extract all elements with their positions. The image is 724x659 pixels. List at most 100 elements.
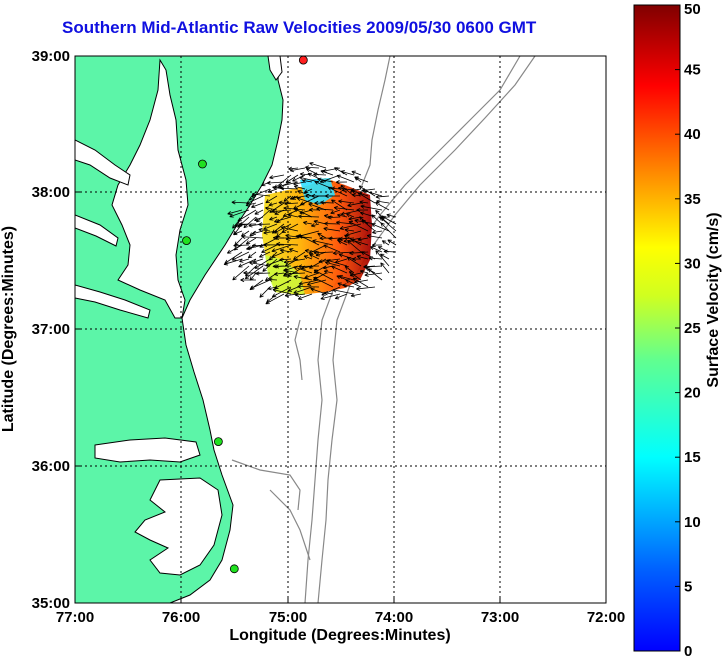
velocity-vector-22: [302, 178, 313, 183]
velocity-vector-121: [258, 222, 271, 227]
velocity-vector-149: [348, 221, 369, 232]
velocity-vector-268: [240, 277, 257, 283]
velocity-vector-54: [327, 186, 348, 197]
james-river: [75, 284, 151, 319]
velocity-vector-178: [261, 244, 278, 253]
velocity-vector-14: [334, 167, 348, 176]
velocity-vector-75: [357, 192, 376, 204]
velocity-vector-131: [339, 223, 362, 231]
velocity-vector-299: [294, 292, 306, 297]
velocity-vector-207: [370, 246, 383, 253]
velocity-vector-292: [345, 279, 362, 288]
velocity-vector-63: [251, 202, 264, 209]
velocity-vector-101: [254, 216, 264, 222]
colorbar: [633, 4, 681, 652]
velocity-vector-294: [356, 286, 376, 291]
velocity-vector-129: [324, 221, 341, 226]
velocity-vector-244: [326, 259, 348, 267]
velocity-vector-179: [263, 242, 285, 247]
colorbar-tick-label-2: 10: [684, 514, 701, 531]
velocity-vector-127: [311, 223, 320, 228]
velocity-vector-44: [251, 192, 271, 197]
velocity-vector-5: [269, 174, 285, 180]
velocity-vector-261: [331, 265, 348, 274]
velocity-vector-153: [379, 216, 397, 232]
lat-tick-0: 39:00: [32, 48, 70, 65]
velocity-vector-193: [247, 251, 257, 259]
velocity-vector-137: [233, 230, 243, 236]
velocity-vector-146: [323, 226, 341, 232]
velocity-vector-156: [245, 237, 257, 245]
velocity-vector-211: [239, 258, 250, 263]
velocity-vector-296: [265, 293, 285, 305]
velocity-vector-91: [330, 209, 341, 215]
colorbar-tick-label-3: 15: [684, 449, 701, 466]
velocity-vector-114: [375, 209, 383, 218]
velocity-vector-72: [338, 199, 355, 204]
velocity-vector-250: [243, 270, 264, 275]
velocity-vector-182: [299, 234, 320, 246]
velocity-vector-128: [313, 219, 327, 225]
velocity-vector-15: [340, 170, 355, 176]
velocity-vector-29: [354, 176, 369, 183]
velocity-vector-278: [338, 274, 355, 281]
velocity-vector-126: [302, 220, 313, 226]
lon-tick-0: 77:00: [56, 609, 94, 626]
velocity-vector-77: [227, 209, 243, 216]
velocity-vector-18: [266, 180, 285, 185]
velocity-vector-204: [332, 250, 355, 256]
velocity-vector-192: [231, 251, 250, 261]
velocity-vector-73: [347, 202, 362, 208]
velocity-vector-185: [337, 240, 348, 246]
velocity-vector-188: [371, 242, 383, 248]
velocity-vector-172: [380, 222, 397, 239]
velocity-vector-302: [323, 291, 334, 296]
radar-stations: [182, 55, 308, 574]
velocity-vector-281: [365, 266, 383, 281]
x-axis-label: Longitude (Degrees:Minutes): [229, 627, 450, 644]
lat-tick-1: 38:00: [32, 184, 70, 201]
velocity-vector-84: [271, 209, 292, 214]
velocity-vector-80: [254, 209, 264, 215]
velocity-vector-152: [371, 223, 390, 232]
velocity-vector-199: [293, 251, 306, 260]
velocity-vector-240: [298, 264, 320, 269]
velocity-vector-108: [324, 214, 334, 219]
velocity-vector-1: [289, 167, 306, 173]
velocity-vector-69: [296, 196, 313, 204]
radar-station-2: [182, 236, 191, 246]
velocity-vector-11: [313, 172, 327, 177]
velocity-vector-196: [271, 251, 285, 258]
pamlico-sound: [134, 477, 223, 576]
velocity-vector-257: [293, 265, 313, 274]
velocity-vector-55: [340, 184, 355, 197]
velocity-vector-151: [372, 229, 383, 235]
velocity-vector-212: [238, 258, 257, 268]
velocity-vector-170: [357, 237, 369, 242]
velocity-vector-227: [356, 254, 369, 260]
velocity-vector-194: [259, 251, 271, 258]
velocity-vector-150: [361, 219, 376, 232]
colorbar-tick-label-0: 0: [684, 643, 692, 659]
velocity-vector-96: [360, 204, 383, 211]
velocity-vector-242: [322, 265, 334, 270]
velocity-vector-102: [269, 216, 278, 221]
velocity-vector-233: [244, 265, 264, 280]
velocity-vector-64: [268, 202, 278, 207]
velocity-vector-213: [252, 258, 264, 264]
velocity-vector-197: [279, 248, 292, 253]
velocity-vector-303: [320, 293, 341, 301]
lon-tick-2: 75:00: [269, 609, 307, 626]
velocity-vector-70: [314, 201, 327, 206]
velocity-vector-226: [352, 256, 362, 262]
axis-ticks: [75, 191, 501, 603]
velocity-vector-171: [366, 234, 383, 239]
velocity-vector-88: [309, 207, 320, 212]
velocity-vector-291: [342, 283, 355, 288]
velocity-vector-203: [323, 244, 341, 253]
velocity-vector-60: [375, 194, 390, 199]
velocity-vector-93: [333, 205, 355, 211]
map-title: Southern Mid-Atlantic Raw Velocities 200…: [62, 18, 537, 37]
velocity-vector-288: [313, 276, 334, 288]
